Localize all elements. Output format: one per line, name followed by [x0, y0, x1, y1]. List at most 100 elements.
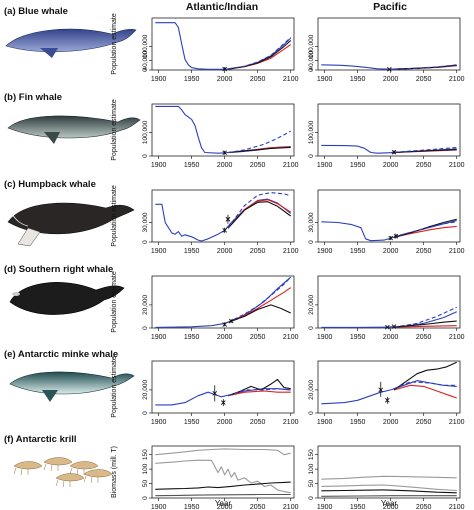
- e-antarctic-minke-whale-pacific-obs-mark-b-0: [378, 387, 384, 393]
- d-southern-right-whale-pacific-ytick-label-1: 20,000: [308, 295, 315, 315]
- f-antarctic-krill-atlantic-indian-series-1-gray: [155, 459, 291, 494]
- c-humpback-whale-atlantic-indian-xtick-label-1900: 1900: [151, 248, 167, 255]
- d-southern-right-whale-atlantic-indian-xtick-label-2000: 2000: [217, 334, 233, 341]
- c-humpback-whale-atlantic-indian-obs-mark-b-1: [225, 216, 231, 222]
- e-antarctic-minke-whale-atlantic-indian-frame: [151, 360, 295, 414]
- d-southern-right-whale-pacific-panel: 1900 1950 2000 2050 2100 0 20,000: [308, 275, 465, 341]
- b-fin-whale-pacific-frame: [317, 103, 461, 157]
- e-antarctic-minke-whale-pacific-panel: 1900 1950 2000 2050 2100 0 20,000: [308, 360, 465, 426]
- b-fin-whale-pacific-xtick-label-2000: 2000: [383, 162, 399, 169]
- f-antarctic-krill-pacific-xtick-label-2000: 2000: [383, 504, 399, 510]
- b-fin-whale-atlantic-indian-series-0-blue: [155, 105, 291, 154]
- b-fin-whale-atlantic-indian-panel: 1900 1950 2000 2050 2100 0 100,000: [142, 103, 299, 169]
- d-southern-right-whale-pacific-xtick-label-1900: 1900: [317, 334, 333, 341]
- b-fin-whale-atlantic-indian-xtick-label-2050: 2050: [250, 162, 266, 169]
- c-humpback-whale-pacific-xtick-label-2100: 2100: [449, 248, 465, 255]
- d-southern-right-whale-atlantic-indian-xtick-label-2100: 2100: [283, 334, 299, 341]
- e-antarctic-minke-whale-pacific-obs-mark-b-1: [385, 397, 390, 403]
- e-antarctic-minke-whale-pacific-ytick-label-0: 0: [308, 411, 315, 415]
- c-humpback-whale-atlantic-indian-panel: 1900 1950 2000 2050 2100 0 30,000: [142, 189, 299, 255]
- row-label-humpback-whale: (c) Humpback whale: [4, 179, 96, 190]
- d-southern-right-whale-atlantic-indian-ytick-label-1: 20,000: [142, 295, 149, 315]
- c-humpback-whale-pacific-panel: 1900 1950 2000 2050 2100 0 30,000: [308, 189, 465, 255]
- e-antarctic-minke-whale-pacific-xtick-label-2000: 2000: [383, 419, 399, 426]
- a-blue-whale-pacific-xtick-label-1950: 1950: [350, 76, 366, 83]
- blue-whale-illustration: [5, 28, 137, 58]
- f-antarctic-krill-atlantic-indian-xlabel: Year: [215, 499, 232, 508]
- a-blue-whale-atlantic-indian-xtick-label-1900: 1900: [151, 76, 167, 83]
- a-blue-whale-atlantic-indian-xtick-label-2050: 2050: [250, 76, 266, 83]
- d-southern-right-whale-ylabel: Population estimate: [111, 271, 118, 333]
- f-antarctic-krill-pacific-series-0-gray: [321, 475, 457, 480]
- c-humpback-whale-ylabel: Population estimate: [111, 185, 118, 247]
- b-fin-whale-atlantic-indian-ytick-label-1: 100,000: [142, 120, 149, 144]
- e-antarctic-minke-whale-pacific-series-0-blue: [321, 380, 457, 405]
- humpback-whale-illustration: [7, 202, 135, 247]
- e-antarctic-minke-whale-atlantic-indian-xtick-label-2000: 2000: [217, 419, 233, 426]
- d-southern-right-whale-pacific-obs-mark-b-0: [385, 324, 390, 330]
- c-humpback-whale-atlantic-indian-xtick-label-2000: 2000: [217, 248, 233, 255]
- f-antarctic-krill-atlantic-indian-ytick-label-2: 100: [142, 463, 149, 474]
- c-humpback-whale-atlantic-indian-series-1-red: [227, 199, 291, 229]
- f-antarctic-krill-pacific-series-2-black: [321, 489, 457, 494]
- a-blue-whale-pacific-ytick-label-1: 40,000: [308, 50, 315, 70]
- e-antarctic-minke-whale-atlantic-indian-xtick-label-1900: 1900: [151, 419, 167, 426]
- c-humpback-whale-atlantic-indian-ytick-label-0: 0: [142, 240, 149, 244]
- d-southern-right-whale-pacific-ytick-label-0: 0: [308, 326, 315, 330]
- b-fin-whale-pacific-series-3-blue-dashed: [393, 146, 457, 153]
- d-southern-right-whale-pacific-series-3-blue-dashed: [393, 306, 457, 328]
- f-antarctic-krill-pacific-xtick-label-2050: 2050: [416, 504, 432, 510]
- southern-right-whale-illustration: [9, 282, 125, 315]
- c-humpback-whale-pacific-xtick-label-2000: 2000: [383, 248, 399, 255]
- b-fin-whale-ylabel: Population estimate: [111, 99, 118, 161]
- plot-area: Population estimate 1900 1950 2000 2050 2100 0…: [111, 13, 465, 510]
- c-humpback-whale-atlantic-indian-series-2-black: [227, 201, 292, 229]
- e-antarctic-minke-whale-pacific-xtick-label-2050: 2050: [416, 419, 432, 426]
- e-antarctic-minke-whale-atlantic-indian-series-0-blue: [155, 388, 291, 406]
- e-antarctic-minke-whale-pacific-xtick-label-1900: 1900: [317, 419, 333, 426]
- a-blue-whale-atlantic-indian-frame: [151, 17, 295, 71]
- b-fin-whale-atlantic-indian-xtick-label-1900: 1900: [151, 162, 167, 169]
- e-antarctic-minke-whale-atlantic-indian-obs-mark-b-0: [212, 391, 218, 396]
- f-antarctic-krill-atlantic-indian-ytick-label-1: 50: [142, 480, 149, 488]
- row-label-antarctic-krill: (f) Antarctic krill: [4, 434, 77, 445]
- f-antarctic-krill-pacific-ytick-label-1: 50: [308, 480, 315, 488]
- d-southern-right-whale-atlantic-indian-series-1-red: [227, 287, 292, 323]
- a-blue-whale-pacific-obs-mark-b-0: [387, 66, 392, 72]
- e-antarctic-minke-whale-atlantic-indian-xtick-label-2050: 2050: [250, 419, 266, 426]
- f-antarctic-krill-pacific-ytick-label-3: 150: [308, 449, 315, 460]
- e-antarctic-minke-whale-pacific-series-3-blue-dashed: [393, 381, 457, 390]
- a-blue-whale-atlantic-indian-xtick-label-2000: 2000: [217, 76, 233, 83]
- d-southern-right-whale-atlantic-indian-panel: 1900 1950 2000 2050 2100 0 20,000: [142, 275, 299, 341]
- c-humpback-whale-pacific-xtick-label-2050: 2050: [416, 248, 432, 255]
- f-antarctic-krill-pacific-panel: 1900 1950 2000 2050 2100 0 50 100 150 Year: [308, 445, 465, 510]
- a-blue-whale-pacific-series-3-blue-dashed: [393, 64, 457, 70]
- a-blue-whale-pacific-xtick-label-1900: 1900: [317, 76, 333, 83]
- a-blue-whale-pacific-xtick-label-2050: 2050: [416, 76, 432, 83]
- f-antarctic-krill-atlantic-indian-ytick-label-3: 150: [142, 449, 149, 460]
- f-antarctic-krill-atlantic-indian-panel: 1900 1950 2000 2050 2100 0 50 100 150 Year: [142, 445, 299, 510]
- antarctic-minke-whale-illustration: [9, 371, 135, 402]
- c-humpback-whale-atlantic-indian-xtick-label-2100: 2100: [283, 248, 299, 255]
- d-southern-right-whale-atlantic-indian-xtick-label-2050: 2050: [250, 334, 266, 341]
- c-humpback-whale-atlantic-indian-obs-mark-b-0: [222, 227, 227, 233]
- c-humpback-whale-pacific-obs-mark-b-1: [393, 233, 399, 239]
- d-southern-right-whale-pacific-xtick-label-1950: 1950: [350, 334, 366, 341]
- c-humpback-whale-pacific-frame: [317, 189, 461, 243]
- d-southern-right-whale-atlantic-indian-obs-mark-b-0: [222, 322, 227, 327]
- a-blue-whale-pacific-ytick-label-2: 100,000: [308, 34, 315, 58]
- d-southern-right-whale-atlantic-indian-ytick-label-0: 0: [142, 326, 149, 330]
- b-fin-whale-atlantic-indian-ytick-label-0: 0: [142, 154, 149, 158]
- a-blue-whale-atlantic-indian-series-0-blue: [155, 22, 292, 70]
- d-southern-right-whale-atlantic-indian-obs-mark-b-1: [228, 318, 234, 324]
- d-southern-right-whale-atlantic-indian-xtick-label-1950: 1950: [184, 334, 200, 341]
- f-antarctic-krill-atlantic-indian-xtick-label-2050: 2050: [250, 504, 266, 510]
- f-antarctic-krill-pacific-series-3-darkgray: [321, 495, 457, 497]
- d-southern-right-whale-atlantic-indian-series-0-blue: [155, 276, 292, 328]
- c-humpback-whale-atlantic-indian-xtick-label-1950: 1950: [184, 248, 200, 255]
- c-humpback-whale-atlantic-indian-frame: [151, 189, 295, 243]
- e-antarctic-minke-whale-atlantic-indian-xtick-label-2100: 2100: [283, 419, 299, 426]
- d-southern-right-whale-pacific-series-2-black: [393, 320, 457, 328]
